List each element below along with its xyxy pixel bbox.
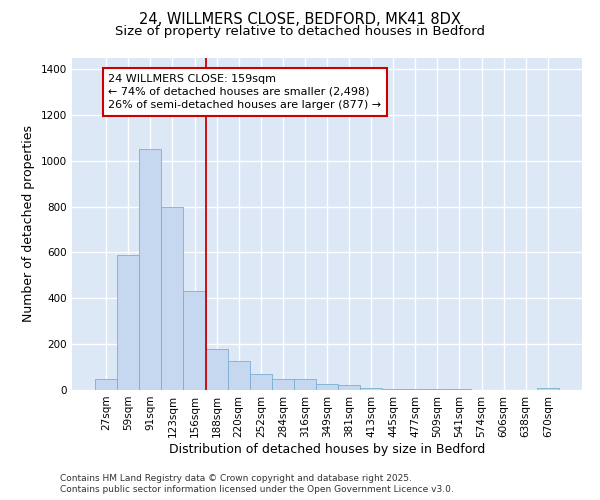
Bar xyxy=(139,149,161,390)
Bar xyxy=(316,384,338,390)
Bar xyxy=(250,374,272,390)
Bar xyxy=(161,206,184,390)
Bar xyxy=(360,388,382,390)
Bar xyxy=(184,292,206,390)
Bar xyxy=(272,378,294,390)
Text: Size of property relative to detached houses in Bedford: Size of property relative to detached ho… xyxy=(115,25,485,38)
Text: 24, WILLMERS CLOSE, BEDFORD, MK41 8DX: 24, WILLMERS CLOSE, BEDFORD, MK41 8DX xyxy=(139,12,461,28)
Bar xyxy=(95,378,117,390)
Bar xyxy=(117,254,139,390)
Bar xyxy=(294,378,316,390)
Y-axis label: Number of detached properties: Number of detached properties xyxy=(22,125,35,322)
X-axis label: Distribution of detached houses by size in Bedford: Distribution of detached houses by size … xyxy=(169,442,485,456)
Text: Contains HM Land Registry data © Crown copyright and database right 2025.
Contai: Contains HM Land Registry data © Crown c… xyxy=(60,474,454,494)
Bar xyxy=(537,388,559,390)
Bar xyxy=(382,389,404,390)
Bar xyxy=(206,348,227,390)
Bar xyxy=(227,362,250,390)
Text: 24 WILLMERS CLOSE: 159sqm
← 74% of detached houses are smaller (2,498)
26% of se: 24 WILLMERS CLOSE: 159sqm ← 74% of detac… xyxy=(109,74,382,110)
Bar xyxy=(338,386,360,390)
Bar xyxy=(404,389,427,390)
